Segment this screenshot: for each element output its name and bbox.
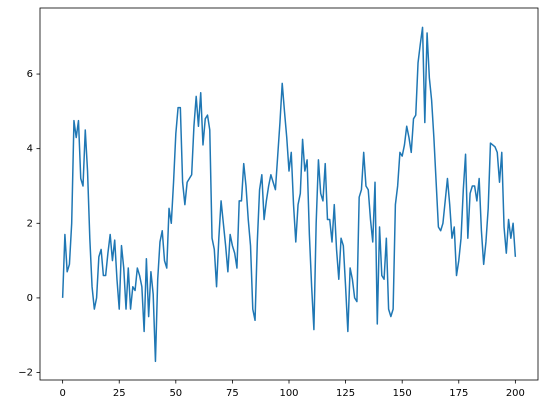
x-tick-label: 75 xyxy=(226,388,239,399)
y-tick-label: 0 xyxy=(27,293,33,304)
x-tick-label: 50 xyxy=(169,388,182,399)
plot-frame xyxy=(39,7,539,381)
y-tick-label: 6 xyxy=(27,69,33,80)
y-tick-label: 4 xyxy=(27,144,33,155)
y-tick-label: 2 xyxy=(27,218,33,229)
line xyxy=(61,26,517,363)
x-tick-label: 200 xyxy=(506,388,525,399)
x-tick-label: 100 xyxy=(279,388,298,399)
x-tick-label: 0 xyxy=(59,388,65,399)
y-tick-label: −2 xyxy=(18,368,33,379)
x-tick-label: 125 xyxy=(336,388,355,399)
x-tick-label: 150 xyxy=(393,388,412,399)
x-tick-label: 25 xyxy=(113,388,126,399)
x-tick-label: 175 xyxy=(449,388,468,399)
